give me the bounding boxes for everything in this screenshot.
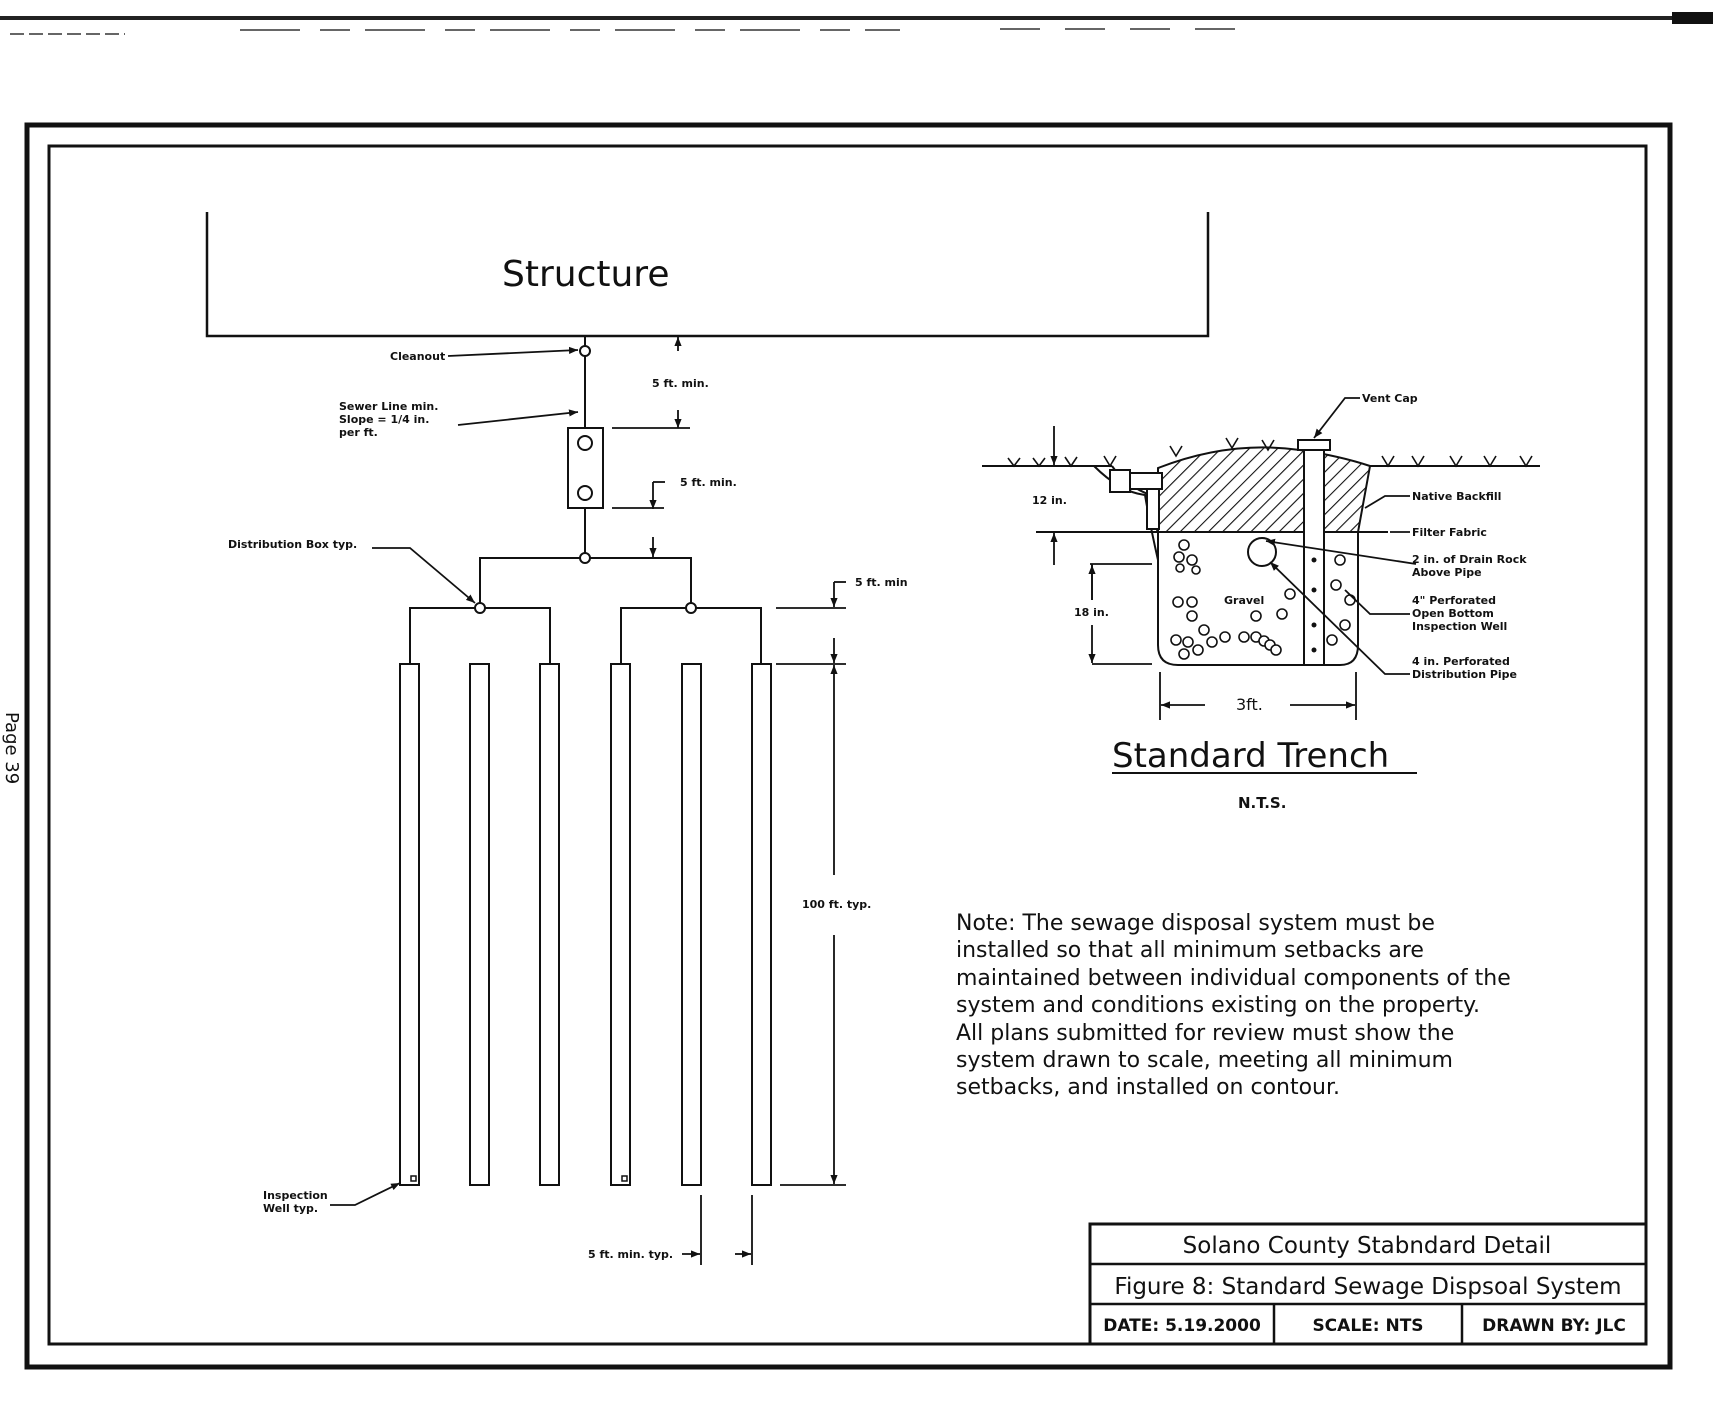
septic-tank [567, 427, 604, 509]
width-label: 3ft. [1236, 695, 1263, 714]
setback-trench-head-label: 5 ft. min [855, 576, 908, 589]
grass-marks [1007, 437, 1533, 468]
trench-spacing-label: 5 ft. min. typ. [588, 1248, 673, 1261]
gravel-label: Gravel [1224, 594, 1264, 607]
trench-1 [399, 663, 420, 1186]
drain-rock-label-1: 2 in. of Drain Rock [1412, 553, 1527, 566]
note-line-2: installed so that all minimum setbacks a… [956, 938, 1424, 963]
setback-structure-label: 5 ft. min. [652, 377, 709, 390]
structure-title: Structure [502, 254, 669, 295]
note-line-3: maintained between individual components… [956, 966, 1511, 991]
title-block-line-2: Figure 8: Standard Sewage Dispsoal Syste… [1114, 1274, 1621, 1300]
depth-gravel-label: 18 in. [1074, 606, 1109, 619]
title-block-drawn-by: DRAWN BY: JLC [1482, 1316, 1626, 1336]
left-callouts [330, 346, 579, 1206]
note-line-7: setbacks, and installed on contour. [956, 1075, 1340, 1100]
sewer-line-label-3: per ft. [339, 426, 378, 439]
distribution-box-label: Distribution Box typ. [228, 538, 357, 551]
trench-4 [610, 663, 631, 1186]
inspection-well-callout-1: 4" Perforated [1412, 594, 1496, 607]
inspection-well-label-1: Inspection [263, 1189, 328, 1202]
trench-3 [539, 663, 560, 1186]
inspection-well-callout-3: Inspection Well [1412, 620, 1507, 633]
trench-5 [681, 663, 702, 1186]
setback-dimensions [612, 337, 846, 1265]
note-block: Note: The sewage disposal system must be… [956, 911, 1511, 1100]
vent-cap-label: Vent Cap [1362, 392, 1418, 405]
distribution-pipe-label-1: 4 in. Perforated [1412, 655, 1510, 668]
sewer-line [579, 336, 591, 558]
trench-scale: N.T.S. [1238, 794, 1286, 812]
page-label: Page 39 [1, 712, 22, 784]
scan-artifacts [0, 12, 1713, 35]
sewer-line-label-1: Sewer Line min. [339, 400, 438, 413]
filter-fabric-label: Filter Fabric [1412, 526, 1487, 539]
distribution-header [409, 552, 762, 664]
title-block [1088, 1222, 1648, 1346]
trench-2 [469, 663, 490, 1186]
native-backfill [1157, 446, 1372, 533]
structure: Structure [205, 212, 1210, 338]
drawing-frame [24, 122, 1673, 1370]
note-line-5: All plans submitted for review must show… [956, 1021, 1454, 1046]
depth-top-label: 12 in. [1032, 494, 1067, 507]
note-line-4: system and conditions existing on the pr… [956, 993, 1480, 1018]
standard-trench-detail: Vent Cap Native Backfill Filter Fabric 2… [982, 392, 1540, 812]
title-block-date: DATE: 5.19.2000 [1103, 1316, 1261, 1336]
native-backfill-label: Native Backfill [1412, 490, 1501, 503]
cleanout-label: Cleanout [390, 350, 445, 363]
setback-tank-label: 5 ft. min. [680, 476, 737, 489]
note-line-6: system drawn to scale, meeting all minim… [956, 1048, 1453, 1073]
title-block-scale: SCALE: NTS [1312, 1316, 1423, 1336]
sewer-line-label-2: Slope = 1/4 in. [339, 413, 429, 426]
inspection-well-label-2: Well typ. [263, 1202, 318, 1215]
distribution-pipe-label-2: Distribution Pipe [1412, 668, 1517, 681]
leach-trenches [399, 663, 772, 1186]
gravel [1170, 539, 1356, 660]
drain-rock-label-2: Above Pipe [1412, 566, 1482, 579]
trench-length-label: 100 ft. typ. [802, 898, 871, 911]
title-block-line-1: Solano County Stabndard Detail [1183, 1233, 1552, 1259]
trench-title: Standard Trench [1112, 736, 1389, 776]
trench-6 [751, 663, 772, 1186]
note-line-1: Note: The sewage disposal system must be [956, 911, 1435, 936]
inspection-well-callout-2: Open Bottom [1412, 607, 1494, 620]
